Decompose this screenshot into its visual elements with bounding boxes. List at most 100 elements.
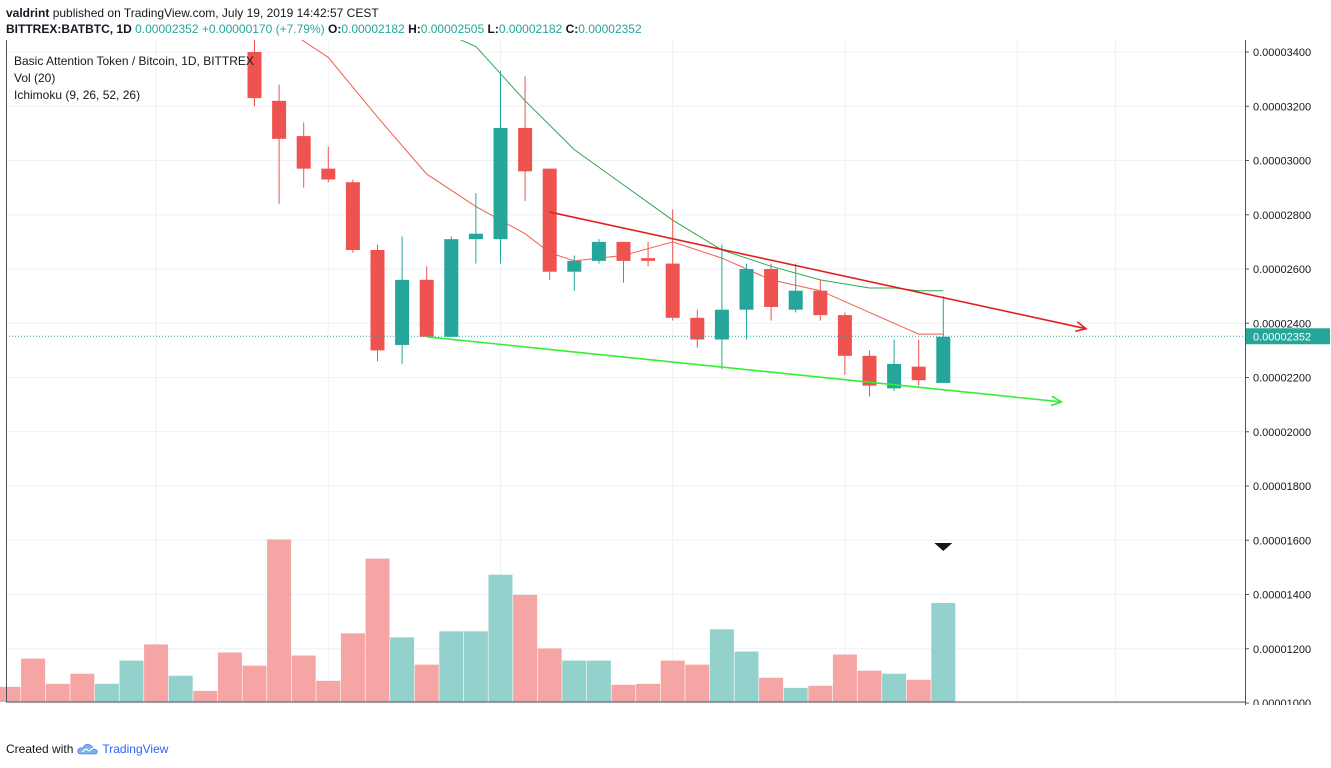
candle-body	[345, 182, 360, 251]
volume-bar	[660, 660, 685, 702]
support-trendline	[426, 336, 1062, 403]
volume-bar	[0, 686, 21, 702]
legend-title[interactable]: Basic Attention Token / Bitcoin, 1D, BIT…	[14, 54, 254, 68]
candle-body	[296, 136, 311, 169]
y-tick-label: 0.00002400	[1253, 318, 1311, 330]
volume-bar	[857, 670, 882, 702]
low-value: 0.00002182	[498, 22, 563, 36]
plot-frame	[6, 40, 1246, 703]
last-price: 0.00002352	[135, 22, 199, 36]
y-tick-label: 0.00001200	[1253, 644, 1311, 656]
y-tick-label: 0.00002600	[1253, 264, 1311, 276]
candle-body	[272, 100, 287, 139]
close-label: C:	[565, 22, 579, 36]
volume-bar	[21, 658, 46, 702]
candle-body	[591, 241, 606, 261]
candle-body	[567, 260, 582, 272]
candle-body	[813, 290, 828, 316]
chart-legend: Basic Attention Token / Bitcoin, 1D, BIT…	[14, 53, 254, 104]
high-value: 0.00002505	[420, 22, 485, 36]
volume-bar	[906, 679, 931, 702]
volume-bar	[144, 644, 169, 702]
y-tick-label: 0.00001800	[1253, 481, 1311, 493]
volume-bar	[439, 631, 464, 702]
candle-body	[419, 279, 434, 337]
candle-body	[468, 233, 483, 240]
y-tick-label: 0.00001400	[1253, 590, 1311, 602]
author-name[interactable]: valdrint	[6, 6, 50, 20]
volume-bar	[783, 687, 808, 702]
volume-bar	[832, 654, 857, 702]
volume-bar	[463, 631, 488, 702]
publish-text: published on TradingView.com, July 19, 2…	[52, 6, 379, 20]
cloud-icon	[77, 744, 98, 755]
open-value: 0.00002182	[341, 22, 405, 36]
y-tick-label: 0.00002800	[1253, 210, 1311, 222]
low-label: L:	[487, 22, 499, 36]
volume-bar	[217, 652, 242, 702]
candle-body	[395, 279, 410, 345]
y-tick-label: 0.00001600	[1253, 535, 1311, 547]
volume-bar	[586, 660, 611, 702]
created-with-text: Created with	[6, 742, 74, 756]
candle-body	[247, 52, 262, 99]
legend-volume[interactable]: Vol (20)	[14, 71, 56, 85]
volume-bar	[291, 655, 316, 702]
candle-body	[690, 317, 705, 340]
signal-marker-icon	[934, 543, 953, 551]
volume-bar	[168, 675, 193, 702]
volume-bar	[611, 684, 636, 702]
candle-body	[714, 309, 729, 340]
volume-bar	[267, 539, 292, 702]
candle-body	[641, 258, 656, 261]
candle-body	[370, 250, 385, 351]
volume-bar	[390, 637, 415, 702]
volume-bar	[513, 594, 538, 702]
candle-body	[616, 241, 631, 261]
volume-bar	[562, 660, 587, 702]
y-tick-label: 0.00002000	[1253, 427, 1311, 439]
tradingview-link[interactable]: TradingView	[77, 742, 168, 756]
footer: Created with TradingView	[6, 742, 168, 756]
legend-ichimoku[interactable]: Ichimoku (9, 26, 52, 26)	[14, 88, 141, 102]
volume-bar	[119, 660, 144, 702]
volume-bar	[193, 690, 218, 702]
candle-body	[493, 127, 508, 240]
candle-body	[518, 127, 533, 172]
close-value: 0.00002352	[578, 22, 642, 36]
candle-body	[764, 269, 779, 307]
volume-bar	[316, 680, 341, 702]
volume-bar	[537, 648, 562, 702]
volume-bar	[70, 673, 95, 702]
volume-bar	[685, 664, 710, 702]
last-price-badge	[1246, 328, 1330, 345]
price-chart[interactable]: 0.00003400 0.00003200 0.00003000 0.00002800…	[0, 40, 1331, 705]
y-tick-label: 0.00003200	[1253, 101, 1311, 113]
candle-body	[321, 168, 336, 180]
y-tick-label: 0.00002200	[1253, 373, 1311, 385]
symbol-label: BITTREX:BATBTC, 1D	[6, 22, 132, 36]
candle-body	[887, 363, 902, 389]
y-tick-label: 0.00003000	[1253, 156, 1311, 168]
volume-bar	[734, 651, 759, 702]
candle-body	[862, 355, 877, 386]
candle-body	[444, 239, 459, 337]
candle-body	[542, 168, 557, 272]
volume-bar	[242, 665, 267, 702]
candle-body	[739, 269, 754, 310]
volume-bar	[414, 664, 439, 702]
open-label: O:	[327, 22, 342, 36]
candle-body	[936, 336, 951, 383]
volume-bar	[808, 685, 833, 702]
volume-bar	[709, 629, 734, 702]
support-arrow	[1050, 395, 1064, 407]
volume-bar	[931, 603, 956, 702]
y-tick-label: 0.00003400	[1253, 47, 1311, 59]
price-change: +0.00000170 (+7.79%)	[201, 22, 325, 36]
high-label: H:	[408, 22, 421, 36]
resistance-arrow	[1075, 321, 1088, 333]
volume-bar	[488, 574, 513, 702]
y-tick-label: 0.00001000	[1253, 698, 1311, 705]
candle-body	[665, 263, 680, 318]
volume-bar	[45, 683, 70, 702]
